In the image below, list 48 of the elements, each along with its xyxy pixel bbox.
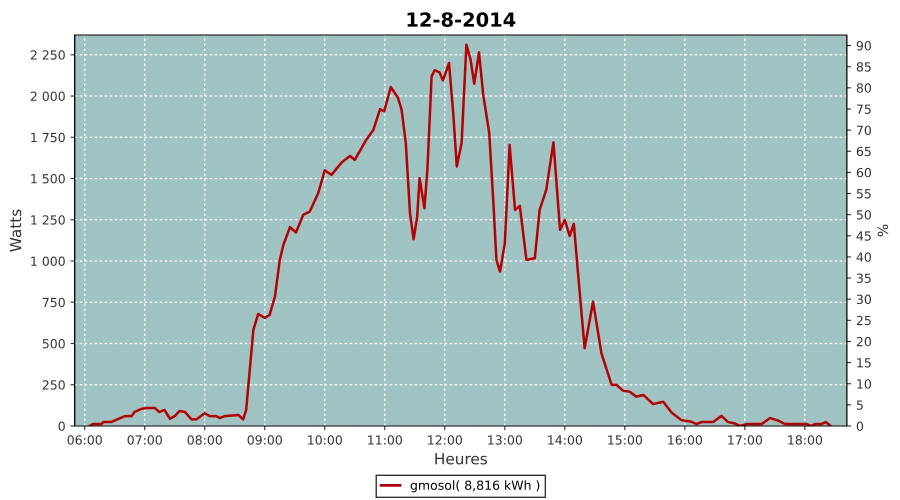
x-tick-label: 10:00 [308, 435, 342, 445]
x-tick-label: 11:00 [368, 435, 402, 445]
y2-tick-label: 80 [856, 83, 872, 93]
y2-tick-label: 20 [856, 336, 872, 346]
line-series [88, 43, 832, 426]
y2-tick-label: 65 [856, 146, 871, 156]
y2-tick-label: 0 [856, 421, 864, 431]
y-tick-label: 0 [58, 421, 65, 431]
legend-label: gmosol( 8,816 kWh ) [410, 480, 540, 492]
x-tick-label: 16:00 [668, 435, 702, 445]
y2-tick-label: 15 [857, 358, 871, 368]
y2-tick-label: 45 [856, 231, 871, 241]
y-tick-label: 1 000 [31, 256, 65, 266]
y-tick-label: 1 250 [31, 215, 65, 225]
y2-tick-label: 85 [856, 62, 871, 72]
y2-tick-label: 5 [856, 400, 863, 410]
y-tick-label: 2 250 [30, 50, 65, 60]
x-axis-title: Heures [435, 453, 487, 465]
chart-title: 12-8-2014 [408, 12, 516, 27]
y2-tick-label: 60 [856, 168, 872, 178]
x-tick-label: 15:00 [608, 435, 642, 445]
y-tick-label: 750 [42, 298, 65, 308]
y-axis-title: Watts [10, 210, 22, 252]
x-tick-label: 14:00 [548, 435, 582, 445]
y-tick-label: 1 750 [31, 132, 65, 142]
y2-tick-label: 70 [856, 126, 872, 136]
y2-tick-label: 30 [856, 294, 872, 304]
x-tick-label: 12:00 [428, 435, 462, 445]
y2-tick-label: 25 [856, 316, 871, 326]
y-tick-label: 500 [42, 338, 65, 348]
y2-tick-label: 50 [856, 210, 872, 220]
x-tick-label: 18:00 [788, 435, 822, 445]
x-tick-label: 13:00 [488, 435, 522, 445]
y-tick-label: 1 500 [31, 174, 65, 184]
y2-tick-label: 40 [856, 252, 872, 262]
x-tick-label: 09:00 [248, 435, 282, 445]
y-tick-label: 2 000 [30, 92, 65, 101]
y-tick-label: 250 [42, 380, 65, 390]
y2-tick-label: 75 [856, 104, 871, 114]
y2-tick-label: 10 [857, 379, 872, 389]
x-tick-label: 08:00 [188, 435, 222, 445]
y2-tick-label: 90 [856, 41, 872, 50]
x-tick-label: 17:00 [728, 435, 762, 445]
x-tick-label: 07:00 [128, 435, 162, 445]
y2-axis-title: % [878, 224, 888, 236]
y2-tick-label: 55 [856, 189, 871, 198]
x-tick-label: 06:00 [68, 435, 102, 445]
y2-tick-label: 35 [856, 274, 871, 283]
